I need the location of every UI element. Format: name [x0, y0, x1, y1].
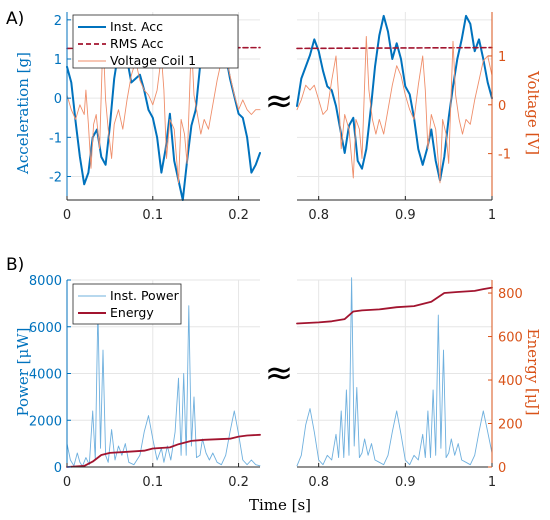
y-right-tick-label-2: 1 [498, 50, 506, 65]
panel-b-ylabel-right: Energy [μJ] [524, 329, 542, 416]
y-left-tick-label-3: 1 [54, 53, 62, 68]
x-tick-label-2: 0.2 [228, 208, 249, 223]
y-right-tick-label-1: 0 [498, 99, 506, 114]
panel-a-axis-break-symbol: ≈ [265, 81, 294, 121]
y-left-tick-label-4: 2 [54, 14, 62, 29]
panel-b-legend-box [72, 283, 182, 325]
x-tick-label-1: 0.1 [142, 208, 163, 223]
y-left-tick-label-1: 2000 [29, 414, 62, 429]
series-energy-segment-1 [296, 286, 493, 325]
y-left-tick-label-4: 8000 [29, 274, 62, 289]
panel-a-label: A) [6, 9, 24, 29]
panel-a-axes [66, 12, 493, 201]
series-inst-acc-segment-1 [296, 14, 493, 182]
panel-a-ylabel-left: Acceleration [g] [14, 52, 32, 175]
y-left-tick-label-0: -2 [49, 171, 62, 186]
panel-a-ticks: 0 0.1 0.2 0.8 0.9 1 -2 -1 0 1 2 -1 0 1 [49, 14, 511, 223]
panel-a-legend: Inst. Acc RMS Acc Voltage Coil 1 [72, 14, 239, 69]
series-inst-power-segment-1 [296, 277, 493, 467]
x-tick-label-4: 0.9 [395, 475, 416, 490]
y-left-tick-label-2: 0 [54, 92, 62, 107]
series-voltage-coil-1-segment-1 [296, 35, 493, 184]
series-rms-acc-segment-1 [296, 46, 493, 50]
y-right-tick-label-1: 200 [498, 418, 523, 433]
x-tick-label-3: 0.8 [308, 475, 329, 490]
y-right-tick-label-4: 800 [498, 287, 523, 302]
panel-b-axis-break-symbol: ≈ [265, 353, 294, 393]
x-tick-label-4: 0.9 [395, 208, 416, 223]
panel-b-legend: Inst. Power Energy [72, 283, 182, 325]
y-left-tick-label-1: -1 [49, 131, 62, 146]
legend-label-voltage-coil-1: Voltage Coil 1 [110, 53, 196, 68]
legend-label-energy: Energy [110, 305, 154, 320]
legend-label-inst-acc: Inst. Acc [110, 19, 163, 34]
series-energy-segment-0 [66, 433, 261, 468]
panel-b-series [66, 277, 493, 468]
y-right-tick-label-3: 600 [498, 331, 523, 346]
x-tick-label-2: 0.2 [228, 475, 249, 490]
x-tick-label-0: 0 [63, 208, 71, 223]
series-inst-power-segment-0 [66, 305, 261, 467]
x-tick-label-5: 1 [488, 475, 496, 490]
x-tick-label-5: 1 [488, 208, 496, 223]
y-left-tick-label-2: 4000 [29, 368, 62, 383]
x-tick-label-3: 0.8 [308, 208, 329, 223]
panel-b-label: B) [6, 255, 24, 275]
panel-b-ylabel-left: Power [μW] [14, 327, 32, 416]
panel-a-ylabel-right: Voltage [V] [524, 70, 542, 155]
y-left-tick-label-3: 6000 [29, 321, 62, 336]
panel-b-xlabel: Time [s] [249, 496, 311, 514]
panel-a-legend-box [72, 14, 239, 69]
legend-label-rms-acc: RMS Acc [110, 36, 164, 51]
x-tick-label-0: 0 [63, 475, 71, 490]
legend-label-inst-power: Inst. Power [110, 288, 180, 303]
x-tick-label-1: 0.1 [142, 475, 163, 490]
y-left-tick-label-0: 0 [54, 461, 62, 476]
y-right-tick-label-0: -1 [498, 148, 511, 163]
y-right-tick-label-0: 0 [498, 461, 506, 476]
y-right-tick-label-2: 400 [498, 374, 523, 389]
panel-b-ticks: 0 0.1 0.2 0.8 0.9 102000400060008000020040060… [29, 274, 523, 490]
